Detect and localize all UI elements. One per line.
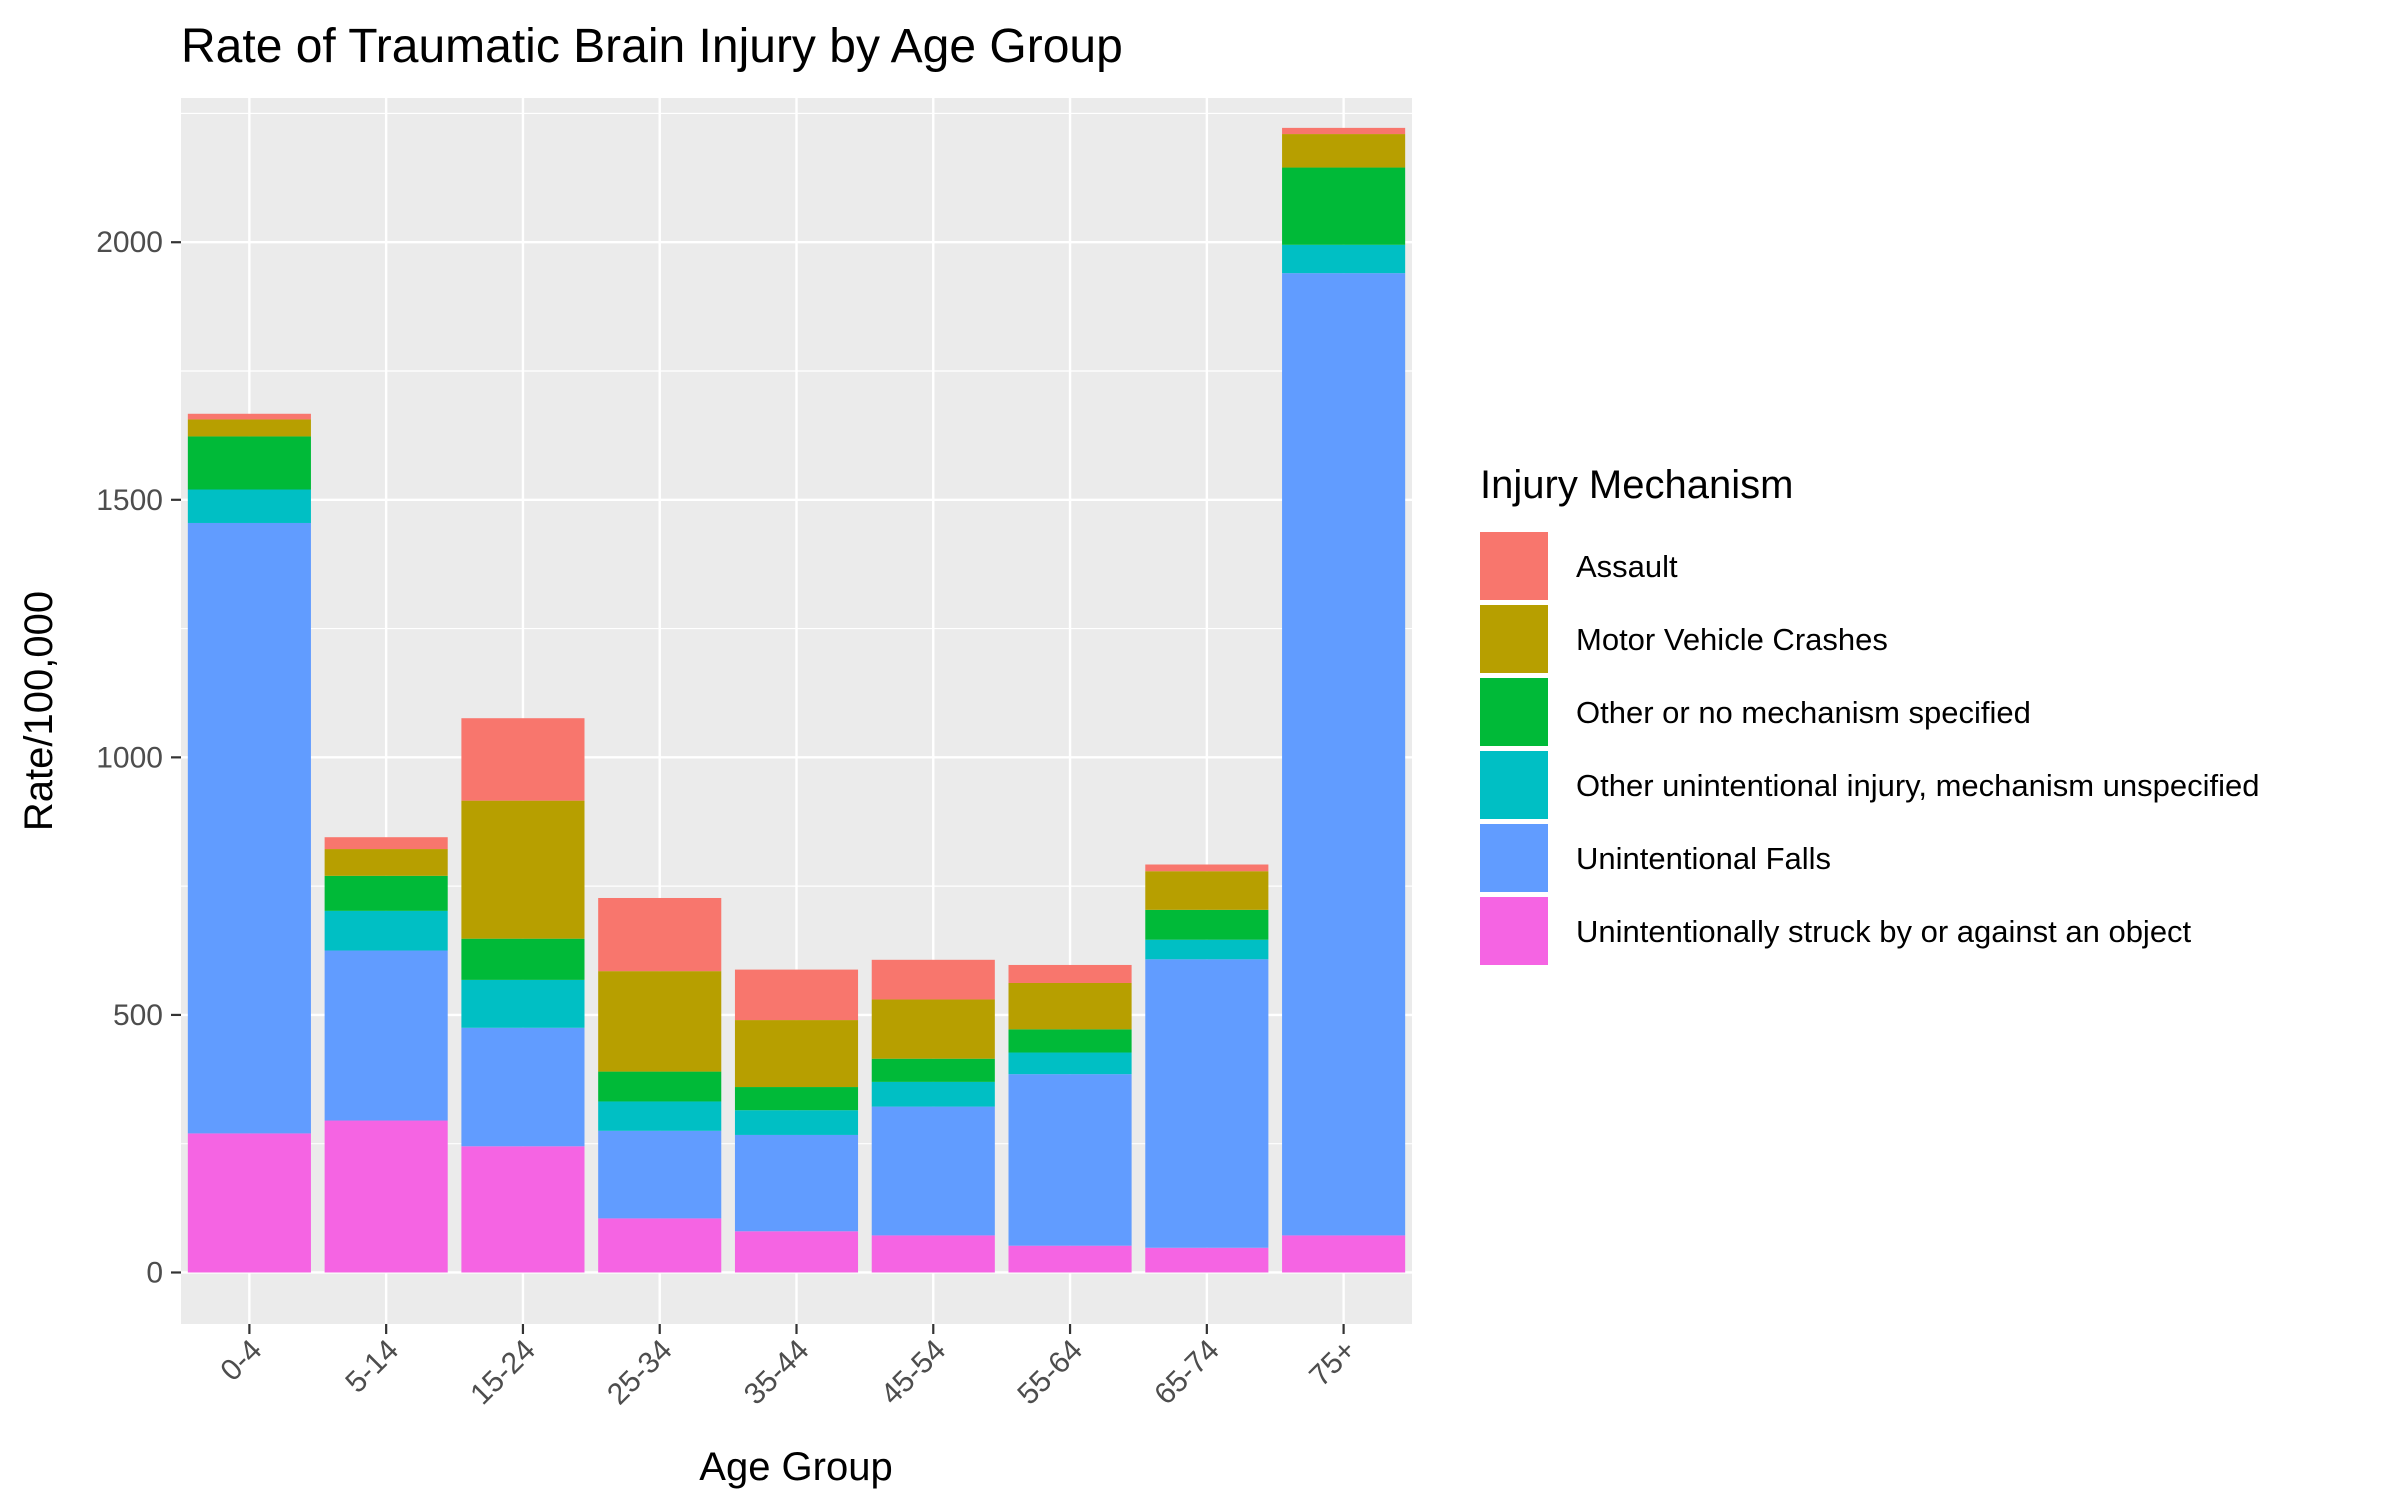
bar-75+-other-unintentional-injury-mechanism-unspecified bbox=[1282, 244, 1406, 274]
bar-0-4-unintentionally-struck-by-or-against-an-object bbox=[187, 1133, 311, 1273]
bar-5-14-other-or-no-mechanism-specified bbox=[324, 875, 448, 911]
bar-65-74-assault bbox=[1145, 864, 1269, 872]
legend: Injury Mechanism Assault Motor Vehicle Cr… bbox=[1480, 463, 2260, 965]
legend-key-unintentional-falls bbox=[1480, 824, 1548, 892]
bar-0-4-motor-vehicle-crashes bbox=[187, 419, 311, 437]
bar-0-4-unintentional-falls bbox=[187, 522, 311, 1134]
legend-label-other-unintentional-injury-mechanism-unspecified: Other unintentional injury, mechanism un… bbox=[1576, 768, 2260, 803]
x-tick-label: 65-74 bbox=[1148, 1334, 1226, 1412]
chart-title: Rate of Traumatic Brain Injury by Age Gr… bbox=[181, 20, 1123, 73]
bar-55-64-assault bbox=[1008, 964, 1132, 983]
bar-45-54-other-unintentional-injury-mechanism-unspecified bbox=[871, 1081, 995, 1107]
y-axis: 0 500 1000 1500 2000 bbox=[96, 226, 181, 1289]
bar-15-24-other-unintentional-injury-mechanism-unspecified bbox=[461, 979, 585, 1028]
bar-55-64-motor-vehicle-crashes bbox=[1008, 982, 1132, 1030]
bar-45-54-unintentional-falls bbox=[871, 1106, 995, 1236]
legend-label-unintentional-falls: Unintentional Falls bbox=[1576, 841, 1831, 876]
legend-key-other-unintentional-injury-mechanism-unspecified bbox=[1480, 751, 1548, 819]
bar-75+-other-or-no-mechanism-specified bbox=[1282, 167, 1406, 245]
x-tick-label: 55-64 bbox=[1011, 1334, 1089, 1412]
bar-25-34-assault bbox=[598, 897, 722, 972]
x-axis-title: Age Group bbox=[699, 1445, 892, 1489]
bar-15-24-unintentional-falls bbox=[461, 1027, 585, 1147]
legend-key-assault bbox=[1480, 532, 1548, 600]
y-tick-label: 0 bbox=[146, 1256, 163, 1289]
x-tick-label: 15-24 bbox=[464, 1334, 542, 1412]
y-tick-label: 1000 bbox=[96, 741, 163, 774]
bar-5-14-unintentionally-struck-by-or-against-an-object bbox=[324, 1120, 448, 1273]
legend-label-other-or-no-mechanism-specified: Other or no mechanism specified bbox=[1576, 695, 2031, 730]
bar-25-34-motor-vehicle-crashes bbox=[598, 971, 722, 1072]
bar-5-14-assault bbox=[324, 837, 448, 850]
bar-25-34-unintentional-falls bbox=[598, 1130, 722, 1219]
bar-0-4-assault bbox=[187, 413, 311, 420]
bar-55-64-unintentionally-struck-by-or-against-an-object bbox=[1008, 1245, 1132, 1273]
bar-65-74-unintentionally-struck-by-or-against-an-object bbox=[1145, 1247, 1269, 1273]
bar-0-4-other-unintentional-injury-mechanism-unspecified bbox=[187, 489, 311, 523]
bar-15-24-motor-vehicle-crashes bbox=[461, 800, 585, 939]
y-tick-label: 1500 bbox=[96, 484, 163, 517]
bar-35-44-unintentional-falls bbox=[734, 1134, 859, 1232]
x-tick-label: 75+ bbox=[1303, 1334, 1362, 1393]
legend-label-motor-vehicle-crashes: Motor Vehicle Crashes bbox=[1576, 622, 1888, 657]
bar-25-34-unintentionally-struck-by-or-against-an-object bbox=[598, 1218, 722, 1273]
bar-5-14-unintentional-falls bbox=[324, 950, 448, 1121]
x-axis: 0-4 5-14 15-24 25-34 35-44 45-54 55-64 65-74 75+ bbox=[214, 1324, 1363, 1412]
bar-45-54-assault bbox=[871, 959, 995, 1000]
bar-15-24-assault bbox=[461, 718, 585, 801]
y-tick-label: 500 bbox=[113, 999, 163, 1032]
bar-5-14-other-unintentional-injury-mechanism-unspecified bbox=[324, 910, 448, 951]
bar-5-14-motor-vehicle-crashes bbox=[324, 849, 448, 876]
bar-35-44-other-or-no-mechanism-specified bbox=[734, 1087, 859, 1111]
bar-55-64-other-or-no-mechanism-specified bbox=[1008, 1029, 1132, 1053]
bar-45-54-unintentionally-struck-by-or-against-an-object bbox=[871, 1235, 995, 1273]
bar-25-34-other-unintentional-injury-mechanism-unspecified bbox=[598, 1101, 722, 1131]
bar-65-74-motor-vehicle-crashes bbox=[1145, 871, 1269, 910]
bar-55-64-other-unintentional-injury-mechanism-unspecified bbox=[1008, 1052, 1132, 1075]
bar-15-24-other-or-no-mechanism-specified bbox=[461, 938, 585, 980]
bar-75+-motor-vehicle-crashes bbox=[1282, 134, 1406, 168]
bar-75+-unintentionally-struck-by-or-against-an-object bbox=[1282, 1235, 1406, 1273]
legend-title: Injury Mechanism bbox=[1480, 463, 1793, 507]
bar-35-44-assault bbox=[734, 969, 859, 1021]
bar-25-34-other-or-no-mechanism-specified bbox=[598, 1071, 722, 1102]
bar-55-64-unintentional-falls bbox=[1008, 1074, 1132, 1246]
legend-label-unintentionally-struck-by-or-against-an-object: Unintentionally struck by or against an … bbox=[1576, 914, 2192, 949]
bar-15-24-unintentionally-struck-by-or-against-an-object bbox=[461, 1146, 585, 1273]
x-tick-label: 45-54 bbox=[875, 1334, 953, 1412]
bar-75+-unintentional-falls bbox=[1282, 273, 1406, 1236]
legend-key-other-or-no-mechanism-specified bbox=[1480, 678, 1548, 746]
bars bbox=[187, 127, 1406, 1273]
bar-35-44-unintentionally-struck-by-or-against-an-object bbox=[734, 1231, 859, 1273]
legend-key-unintentionally-struck-by-or-against-an-object bbox=[1480, 897, 1548, 965]
legend-key-motor-vehicle-crashes bbox=[1480, 605, 1548, 673]
bar-35-44-other-unintentional-injury-mechanism-unspecified bbox=[734, 1110, 859, 1135]
bar-45-54-other-or-no-mechanism-specified bbox=[871, 1058, 995, 1082]
bar-0-4-other-or-no-mechanism-specified bbox=[187, 436, 311, 490]
bar-45-54-motor-vehicle-crashes bbox=[871, 999, 995, 1059]
legend-label-assault: Assault bbox=[1576, 549, 1678, 584]
x-tick-label: 25-34 bbox=[601, 1334, 679, 1412]
x-tick-label: 35-44 bbox=[738, 1334, 816, 1412]
bar-65-74-other-or-no-mechanism-specified bbox=[1145, 909, 1269, 940]
x-tick-label: 0-4 bbox=[214, 1334, 268, 1388]
bar-75+-assault bbox=[1282, 127, 1406, 135]
bar-35-44-motor-vehicle-crashes bbox=[734, 1020, 859, 1088]
bar-65-74-unintentional-falls bbox=[1145, 959, 1269, 1248]
x-tick-label: 5-14 bbox=[339, 1334, 405, 1400]
y-tick-label: 2000 bbox=[96, 226, 163, 259]
bar-65-74-other-unintentional-injury-mechanism-unspecified bbox=[1145, 939, 1269, 960]
y-axis-title: Rate/100,000 bbox=[17, 591, 61, 831]
